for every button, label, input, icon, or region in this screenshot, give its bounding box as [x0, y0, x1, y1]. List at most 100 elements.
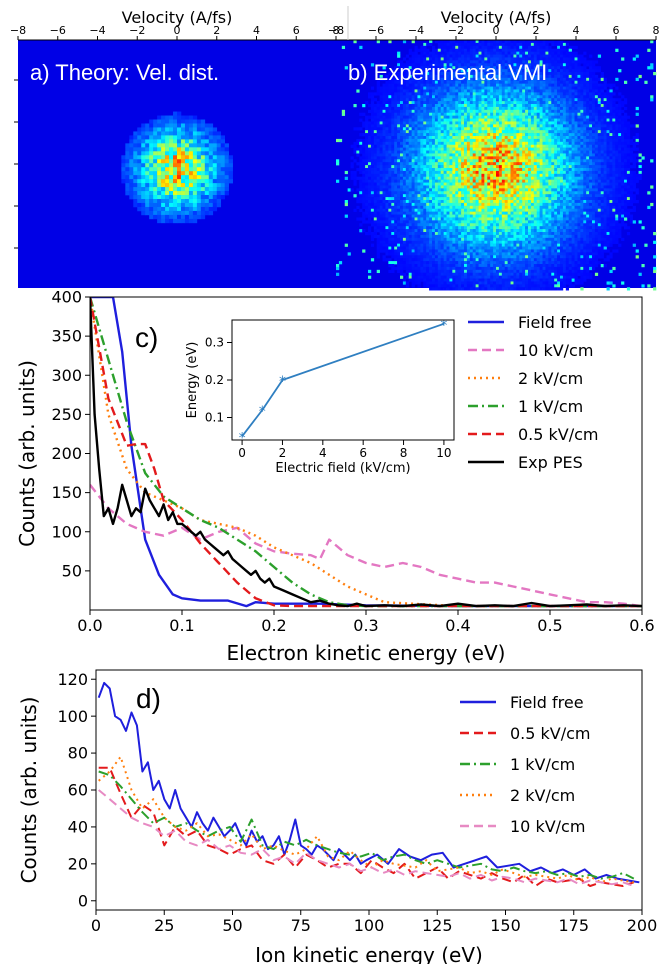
heatmap-pixel: [461, 275, 465, 279]
heatmap-pixel: [426, 246, 430, 250]
heatmap-pixel: [429, 109, 433, 114]
heatmap-pixel: [478, 48, 482, 52]
heatmap-pixel: [397, 92, 401, 96]
heatmap-pixel: [379, 144, 383, 148]
heatmap-pixel: [137, 135, 142, 140]
heatmap-pixel: [220, 135, 225, 140]
heatmap-pixel: [434, 278, 439, 282]
heatmap-pixel: [165, 139, 170, 144]
heatmap-pixel: [513, 130, 517, 134]
heatmap-pixel: [208, 163, 214, 168]
heatmap-pixel: [461, 66, 465, 70]
heatmap-pixel: [446, 264, 450, 268]
heatmap-pixel: [437, 42, 442, 47]
heatmap-pixel: [464, 150, 468, 154]
heatmap-pixel: [510, 54, 514, 58]
heatmap-pixel: [397, 226, 401, 230]
heatmap-pixel: [498, 217, 503, 221]
heatmap-pixel: [385, 86, 389, 90]
heatmap-pixel: [382, 188, 386, 192]
heatmap-pixel: [391, 162, 395, 166]
heatmap-pixel: [496, 232, 500, 236]
heatmap-pixel: [359, 144, 363, 148]
heatmap-pixel: [362, 249, 366, 253]
heatmap-pixel: [490, 281, 494, 285]
heatmap-pixel: [411, 66, 415, 70]
heatmap-pixel: [519, 124, 523, 128]
heatmap-pixel: [434, 173, 439, 178]
heatmap-pixel: [414, 48, 418, 52]
heatmap-pixel: [429, 92, 433, 96]
heatmap-pixel: [519, 191, 523, 195]
heatmap-pixel: [382, 214, 386, 218]
heatmap-pixel: [440, 54, 444, 58]
heatmap-pixel: [496, 130, 500, 134]
heatmap-pixel: [414, 188, 418, 192]
heatmap-pixel: [400, 156, 404, 160]
heatmap-pixel: [192, 139, 198, 144]
heatmap-pixel: [501, 275, 506, 279]
heatmap-pixel: [472, 118, 476, 122]
heatmap-pixel: [481, 95, 485, 99]
heatmap-pixel: [417, 66, 421, 70]
heatmap-pixel: [496, 118, 500, 122]
heatmap-pixel: [513, 287, 517, 291]
heatmap-pixel: [184, 167, 190, 172]
heatmap-pixel: [493, 234, 497, 239]
heatmap-pixel: [496, 45, 500, 50]
heatmap-pixel: [449, 205, 453, 210]
heatmap-pixel: [478, 202, 482, 207]
heatmap-pixel: [200, 159, 206, 164]
heatmap-pixel: [466, 136, 471, 140]
heatmap-pixel: [478, 287, 482, 291]
heatmap-pixel: [426, 51, 430, 55]
heatmap-pixel: [490, 89, 494, 93]
heatmap-pixel: [504, 261, 508, 265]
heatmap-pixel: [458, 272, 462, 276]
heatmap-pixel: [516, 223, 520, 227]
heatmap-pixel: [426, 165, 430, 169]
heatmap-pixel: [501, 156, 506, 160]
heatmap-pixel: [487, 197, 491, 201]
heatmap-pixel: [400, 255, 404, 259]
heatmap-pixel: [437, 214, 442, 218]
heatmap-pixel: [153, 147, 158, 152]
heatmap-pixel: [188, 179, 194, 184]
heatmap-pixel: [388, 83, 392, 87]
heatmap-pixel: [519, 51, 523, 55]
heatmap-pixel: [464, 287, 468, 291]
heatmap-pixel: [382, 153, 386, 157]
heatmap-pixel: [408, 63, 412, 67]
heatmap-pixel: [370, 170, 375, 175]
heatmap-pixel: [490, 243, 494, 247]
heatmap-pixel: [498, 269, 503, 274]
heatmap-pixel: [501, 153, 506, 157]
heatmap-pixel: [365, 173, 369, 178]
heatmap-pixel: [493, 176, 497, 180]
heatmap-pixel: [481, 269, 485, 274]
heatmap-pixel: [373, 194, 378, 198]
heatmap-pixel: [469, 205, 474, 210]
heatmap-pixel: [161, 206, 166, 212]
heatmap-pixel: [455, 40, 459, 44]
heatmap-pixel: [434, 168, 439, 172]
heatmap-pixel: [484, 234, 488, 239]
heatmap-pixel: [394, 121, 398, 125]
heatmap-pixel: [469, 54, 474, 58]
heatmap-pixel: [513, 127, 517, 131]
heatmap-pixel: [510, 278, 514, 282]
heatmap-pixel: [513, 124, 517, 128]
heatmap-pixel: [426, 42, 430, 47]
heatmap-pixel: [464, 74, 468, 79]
heatmap-pixel: [196, 171, 202, 176]
heatmap-pixel: [414, 281, 418, 285]
heatmap-pixel: [365, 118, 369, 122]
heatmap-pixel: [359, 208, 363, 212]
heatmap-pixel: [165, 159, 170, 164]
heatmap-pixel: [397, 220, 401, 224]
heatmap-pixel: [145, 167, 150, 172]
heatmap-pixel: [516, 54, 520, 58]
heatmap-pixel: [504, 138, 508, 143]
heatmap-pixel: [429, 275, 433, 279]
heatmap-pixel: [405, 144, 410, 148]
